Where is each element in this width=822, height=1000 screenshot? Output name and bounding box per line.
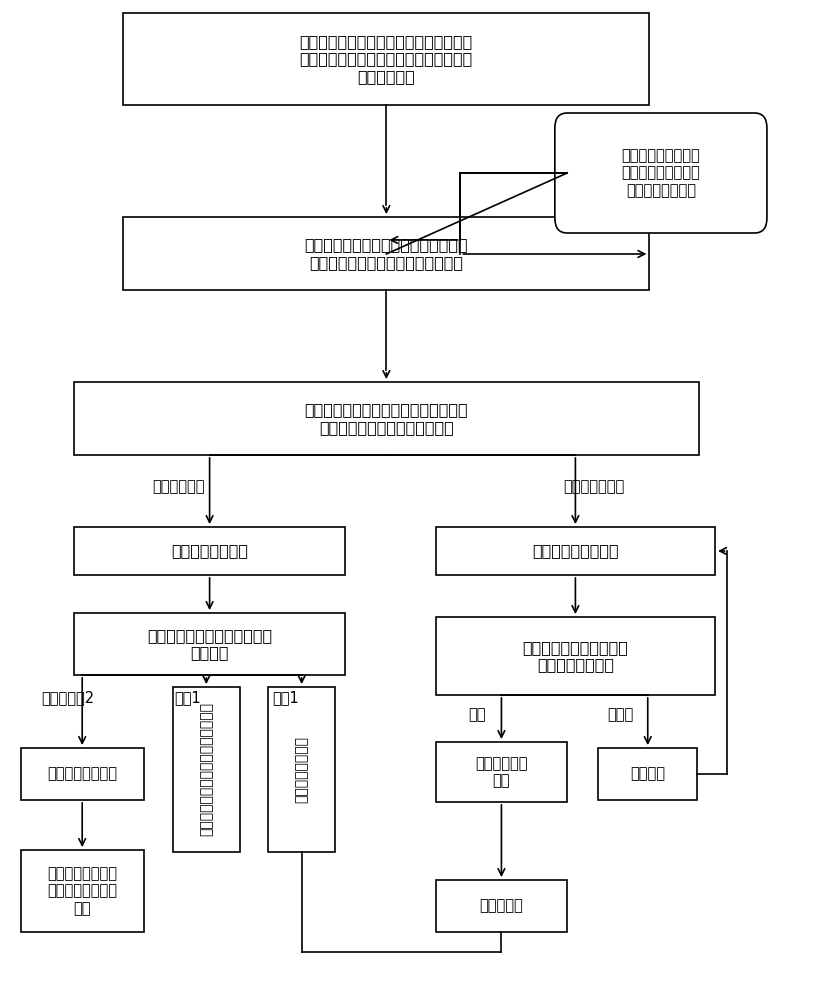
Bar <box>173 687 240 852</box>
Text: 存在相同星号: 存在相同星号 <box>152 480 205 494</box>
Text: 报警及隔离: 报警及隔离 <box>479 898 524 914</box>
Text: 重新搜索，增大搜索范围，重新捕获: 重新搜索，增大搜索范围，重新捕获 <box>199 702 214 836</box>
Bar <box>436 742 567 802</box>
Text: 大于或等于2: 大于或等于2 <box>41 690 95 706</box>
Bar <box>74 527 345 575</box>
Text: 小于1: 小于1 <box>174 690 201 706</box>
Bar <box>21 748 144 800</box>
Bar <box>21 850 144 932</box>
Text: 卫星接收机信号失锁后重新捕获信号并
进行跟踪，开始欺骗信号检测及判别: 卫星接收机信号失锁后重新捕获信号并 进行跟踪，开始欺骗信号检测及判别 <box>304 237 469 270</box>
Text: 不存在: 不存在 <box>607 708 634 722</box>
Text: 未存在相同星号: 未存在相同星号 <box>563 480 625 494</box>
Text: 判别欺骗信号
类型: 判别欺骗信号 类型 <box>475 756 528 788</box>
Text: 判别各通道重捕后跟踪卫星号与重捕前
所有跟踪卫星号是否有相同星号: 判别各通道重捕后跟踪卫星号与重捕前 所有跟踪卫星号是否有相同星号 <box>304 402 469 435</box>
Bar <box>123 13 649 105</box>
Text: 根据多普勒频率的
异同判别欺骗信号
类型: 根据多普勒频率的 异同判别欺骗信号 类型 <box>47 866 118 916</box>
Text: 进行单峰相位检测: 进行单峰相位检测 <box>294 736 309 803</box>
Text: 判别搜索载波多普勒频率下的
峰值数目: 判别搜索载波多普勒频率下的 峰值数目 <box>147 628 272 660</box>
Bar <box>436 527 715 575</box>
Text: 根据码相位辨识结果判定
欺骗信号存在与否: 根据码相位辨识结果判定 欺骗信号存在与否 <box>523 640 628 672</box>
Text: 等于1: 等于1 <box>273 690 299 706</box>
Text: 进行码相位辨识处理: 进行码相位辨识处理 <box>532 544 619 558</box>
Text: 判定存在欺骗信号: 判定存在欺骗信号 <box>47 766 118 782</box>
Text: 卫星接收机遭受卫星
信号干扰器的压制干
扰及欺骗干扰作用: 卫星接收机遭受卫星 信号干扰器的压制干 扰及欺骗干扰作用 <box>621 148 700 198</box>
FancyBboxPatch shape <box>555 113 767 233</box>
Bar <box>598 748 697 800</box>
Text: 进行相关峰值检测: 进行相关峰值检测 <box>171 544 248 558</box>
Text: 存在: 存在 <box>468 708 486 722</box>
Bar <box>436 617 715 695</box>
Bar <box>268 687 335 852</box>
Bar <box>123 217 649 290</box>
Text: 卫星接收机利用真实信号进行正常的基带
信号捕获、跟踪处理及定位解算，并记录
跟踪卫星星号: 卫星接收机利用真实信号进行正常的基带 信号捕获、跟踪处理及定位解算，并记录 跟踪… <box>300 34 473 84</box>
Bar <box>436 880 567 932</box>
Bar <box>74 613 345 675</box>
Bar <box>74 382 699 455</box>
Text: 正常定位: 正常定位 <box>630 766 665 782</box>
